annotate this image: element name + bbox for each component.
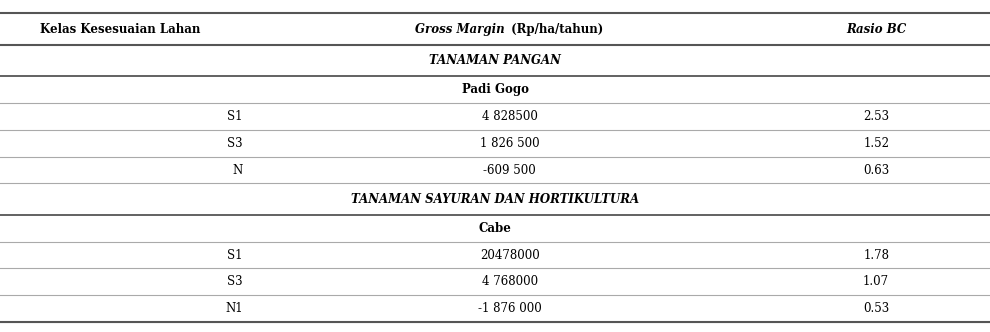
Text: S3: S3 bbox=[227, 137, 243, 150]
Text: S1: S1 bbox=[227, 110, 243, 123]
Text: Rasio BC: Rasio BC bbox=[846, 23, 906, 36]
Text: 0.53: 0.53 bbox=[863, 302, 889, 315]
Text: 1 826 500: 1 826 500 bbox=[480, 137, 540, 150]
Text: 20478000: 20478000 bbox=[480, 249, 540, 262]
Text: Cabe: Cabe bbox=[478, 222, 512, 235]
Text: 1.78: 1.78 bbox=[863, 249, 889, 262]
Text: Kelas Kesesuaian Lahan: Kelas Kesesuaian Lahan bbox=[40, 23, 200, 36]
Text: -1 876 000: -1 876 000 bbox=[478, 302, 542, 315]
Text: 2.53: 2.53 bbox=[863, 110, 889, 123]
Text: S3: S3 bbox=[227, 275, 243, 289]
Text: 1.07: 1.07 bbox=[863, 275, 889, 289]
Text: (Rp/ha/tahun): (Rp/ha/tahun) bbox=[507, 23, 603, 36]
Text: TANAMAN SAYURAN DAN HORTIKULTURA: TANAMAN SAYURAN DAN HORTIKULTURA bbox=[350, 193, 640, 206]
Text: 4 768000: 4 768000 bbox=[482, 275, 538, 289]
Text: TANAMAN PANGAN: TANAMAN PANGAN bbox=[429, 54, 561, 67]
Text: -609 500: -609 500 bbox=[483, 164, 537, 177]
Text: 4 828500: 4 828500 bbox=[482, 110, 538, 123]
Text: N1: N1 bbox=[225, 302, 243, 315]
Text: 0.63: 0.63 bbox=[863, 164, 889, 177]
Text: N: N bbox=[233, 164, 243, 177]
Text: S1: S1 bbox=[227, 249, 243, 262]
Text: Gross Margin: Gross Margin bbox=[415, 23, 505, 36]
Text: 1.52: 1.52 bbox=[863, 137, 889, 150]
Text: Padi Gogo: Padi Gogo bbox=[461, 83, 529, 96]
